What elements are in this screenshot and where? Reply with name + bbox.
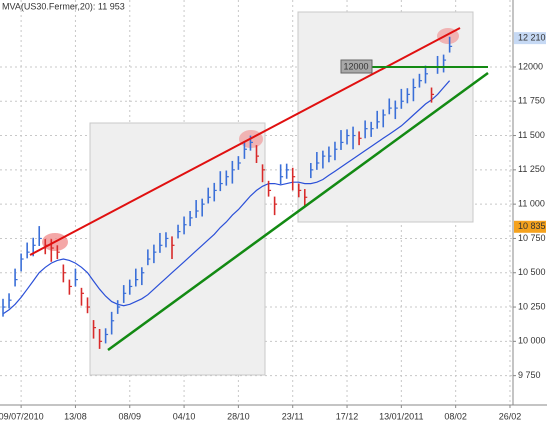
y-tick-label: 11 250 <box>518 164 545 174</box>
y-tick-label: 11 500 <box>518 130 545 140</box>
y-tick-label: 11 000 <box>518 199 545 209</box>
price-badge <box>514 220 546 233</box>
y-tick-label: 10 250 <box>518 301 546 311</box>
plot-layer <box>2 36 453 349</box>
support-line <box>107 71 489 352</box>
price-badge <box>514 32 546 45</box>
x-tick-label: 28/10 <box>227 411 250 421</box>
moving-average-line <box>2 80 451 315</box>
x-tick-label: 26/02 <box>499 411 522 421</box>
x-tick-label: 04/10 <box>173 411 196 421</box>
y-tick-label: 10 750 <box>518 233 546 243</box>
y-tick-label: 10 000 <box>518 336 546 346</box>
chart-title: MVA(US30.Fermer,20): 11 953 <box>2 1 125 11</box>
level-label: 12000 <box>343 61 368 71</box>
x-tick-label: 08/02 <box>444 411 467 421</box>
y-tick-label: 9 750 <box>518 370 541 380</box>
level-label-box <box>340 59 373 74</box>
x-tick-label: 08/09 <box>118 411 141 421</box>
resistance-line <box>29 27 461 256</box>
x-tick-label: 13/08 <box>64 411 87 421</box>
price-badge-label: 12 210 <box>518 33 546 43</box>
price-badge-label: 10 835 <box>518 221 546 231</box>
y-tick-label: 11 750 <box>518 96 545 106</box>
x-tick-label: 23/11 <box>282 411 304 421</box>
y-tick-label: 10 500 <box>518 267 546 277</box>
x-tick-label: 09/07/2010 <box>0 411 44 421</box>
highlight-box <box>297 11 474 223</box>
x-tick-label: 17/12 <box>336 411 359 421</box>
x-tick-label: 13/01/2011 <box>379 411 423 421</box>
y-tick-label: 12000 <box>518 61 543 71</box>
highlight-box <box>89 122 266 376</box>
